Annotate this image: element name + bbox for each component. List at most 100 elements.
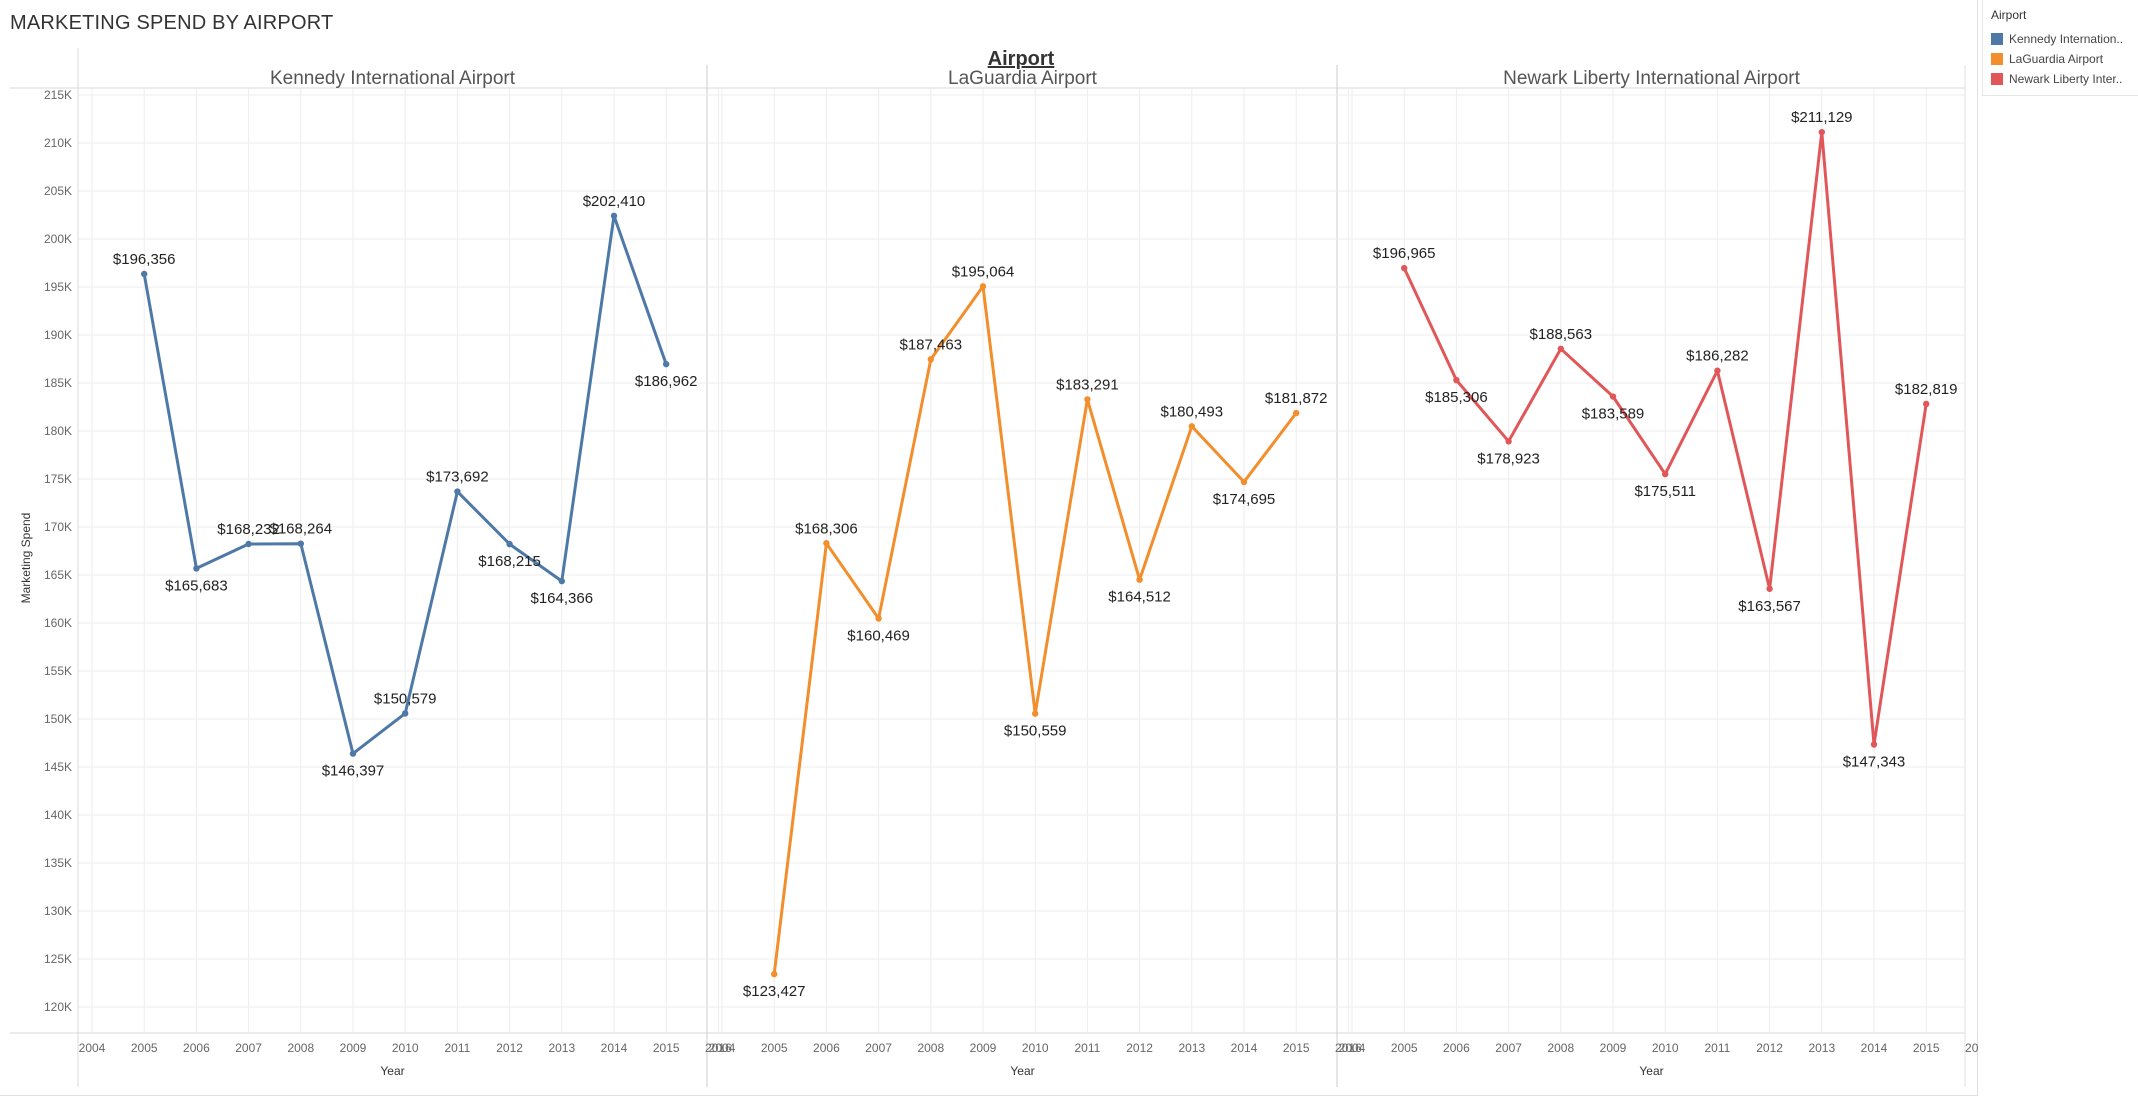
- x-axis-label: Year: [1010, 1064, 1034, 1078]
- data-point: [297, 540, 304, 547]
- data-label: $196,356: [113, 251, 176, 268]
- x-tick-label: 2016: [1965, 1041, 1978, 1055]
- data-point: [1818, 128, 1826, 136]
- data-label: $160,469: [847, 627, 910, 644]
- data-point: [1240, 478, 1248, 486]
- y-tick-label: 125K: [44, 952, 72, 966]
- y-tick-label: 175K: [44, 472, 72, 486]
- y-tick-label: 145K: [44, 760, 72, 774]
- data-point: [1401, 264, 1408, 272]
- x-tick-label: 2004: [79, 1041, 106, 1055]
- y-tick-label: 200K: [44, 232, 72, 246]
- data-point: [558, 577, 565, 585]
- x-tick-label: 2005: [1391, 1041, 1418, 1055]
- legend-item-kennedy[interactable]: Kennedy Internation..: [1991, 31, 2137, 47]
- data-point: [663, 360, 670, 368]
- panel-title: Newark Liberty International Airport: [1503, 68, 1800, 89]
- data-label: $123,427: [743, 983, 806, 1000]
- data-point: [1136, 576, 1143, 583]
- y-tick-label: 190K: [44, 328, 72, 342]
- data-point: [506, 540, 513, 548]
- y-tick-label: 155K: [44, 664, 72, 678]
- x-axis-label: Year: [380, 1064, 404, 1078]
- panel-title: LaGuardia Airport: [948, 68, 1098, 89]
- data-point: [610, 212, 618, 220]
- x-tick-label: 2013: [1808, 1041, 1835, 1055]
- data-label: $183,589: [1582, 406, 1645, 423]
- x-tick-label: 2011: [1074, 1041, 1100, 1055]
- legend-item-laguardia[interactable]: LaGuardia Airport: [1991, 51, 2137, 67]
- x-tick-label: 2006: [1443, 1041, 1470, 1055]
- legend-label: Kennedy Internation..: [2009, 32, 2124, 46]
- data-point: [979, 283, 987, 290]
- data-label: $185,306: [1425, 389, 1488, 406]
- data-label: $168,306: [795, 520, 858, 537]
- x-tick-label: 2009: [340, 1041, 367, 1055]
- data-point: [454, 488, 461, 495]
- x-tick-label: 2008: [1547, 1041, 1574, 1055]
- data-point: [349, 750, 357, 757]
- y-tick-label: 120K: [44, 1000, 72, 1014]
- data-label: $178,923: [1477, 450, 1540, 467]
- data-point: [1453, 376, 1460, 384]
- data-label: $183,291: [1056, 376, 1119, 393]
- data-point: [1293, 409, 1300, 417]
- y-axis-label: Marketing Spend: [19, 513, 33, 604]
- data-point: [1084, 396, 1091, 403]
- y-tick-label: 140K: [44, 808, 72, 822]
- y-tick-label: 185K: [44, 376, 72, 390]
- y-tick-label: 135K: [44, 856, 72, 870]
- x-tick-label: 2010: [392, 1041, 419, 1055]
- panel-title: Kennedy International Airport: [270, 68, 516, 89]
- column-header: Airport: [988, 48, 1055, 70]
- data-label: $168,215: [478, 553, 541, 570]
- x-tick-label: 2004: [1339, 1041, 1366, 1055]
- data-point: [1766, 585, 1773, 592]
- x-tick-label: 2012: [1756, 1041, 1783, 1055]
- x-tick-label: 2007: [1495, 1041, 1522, 1055]
- x-tick-label: 2012: [1126, 1041, 1153, 1055]
- x-tick-label: 2006: [183, 1041, 210, 1055]
- x-tick-label: 2016: [1335, 1041, 1362, 1055]
- y-tick-label: 210K: [44, 136, 72, 150]
- data-label: $150,579: [374, 690, 437, 707]
- chart-title: MARKETING SPEND BY AIRPORT: [10, 12, 334, 34]
- data-point: [1609, 393, 1617, 400]
- data-label: $202,410: [583, 193, 646, 210]
- data-point: [141, 270, 148, 278]
- x-tick-label: 2014: [1231, 1041, 1258, 1055]
- chart-svg: 120K 125K 130K 135K 140K 145K 150K 155K 160K 165K…: [10, 48, 1978, 1087]
- x-tick-label: 2007: [865, 1041, 892, 1055]
- x-tick-label: 2015: [1913, 1041, 1940, 1055]
- data-point: [927, 356, 934, 363]
- data-point: [823, 540, 830, 547]
- y-tick-label: 170K: [44, 520, 72, 534]
- data-point: [402, 710, 409, 717]
- y-tick-label: 160K: [44, 616, 72, 630]
- x-tick-label: 2006: [813, 1041, 840, 1055]
- x-tick-label: 2007: [235, 1041, 262, 1055]
- data-label: $174,695: [1213, 491, 1276, 508]
- legend-item-newark[interactable]: Newark Liberty Inter..: [1991, 71, 2137, 87]
- x-tick-label: 2005: [761, 1041, 788, 1055]
- data-label: $196,965: [1373, 245, 1436, 262]
- legend-label: LaGuardia Airport: [2009, 52, 2104, 66]
- data-point: [1188, 423, 1196, 430]
- data-label: $211,129: [1791, 109, 1852, 126]
- data-point: [1662, 470, 1669, 478]
- data-label: $146,397: [322, 763, 385, 780]
- legend[interactable]: Airport Kennedy Internation.. LaGuardia …: [1982, 0, 2138, 96]
- legend-label: Newark Liberty Inter..: [2009, 72, 2123, 86]
- y-tick-label: 195K: [44, 280, 72, 294]
- data-point: [875, 615, 882, 622]
- legend-swatch: [1991, 73, 2003, 85]
- data-point: [1557, 345, 1565, 352]
- legend-swatch: [1991, 53, 2003, 65]
- x-tick-label: 2004: [709, 1041, 736, 1055]
- x-tick-label: 2011: [1704, 1041, 1730, 1055]
- x-tick-label: 2010: [1022, 1041, 1049, 1055]
- data-point: [193, 565, 200, 572]
- x-tick-label: 2013: [548, 1041, 575, 1055]
- data-label: $150,559: [1004, 723, 1067, 740]
- legend-swatch: [1991, 33, 2003, 45]
